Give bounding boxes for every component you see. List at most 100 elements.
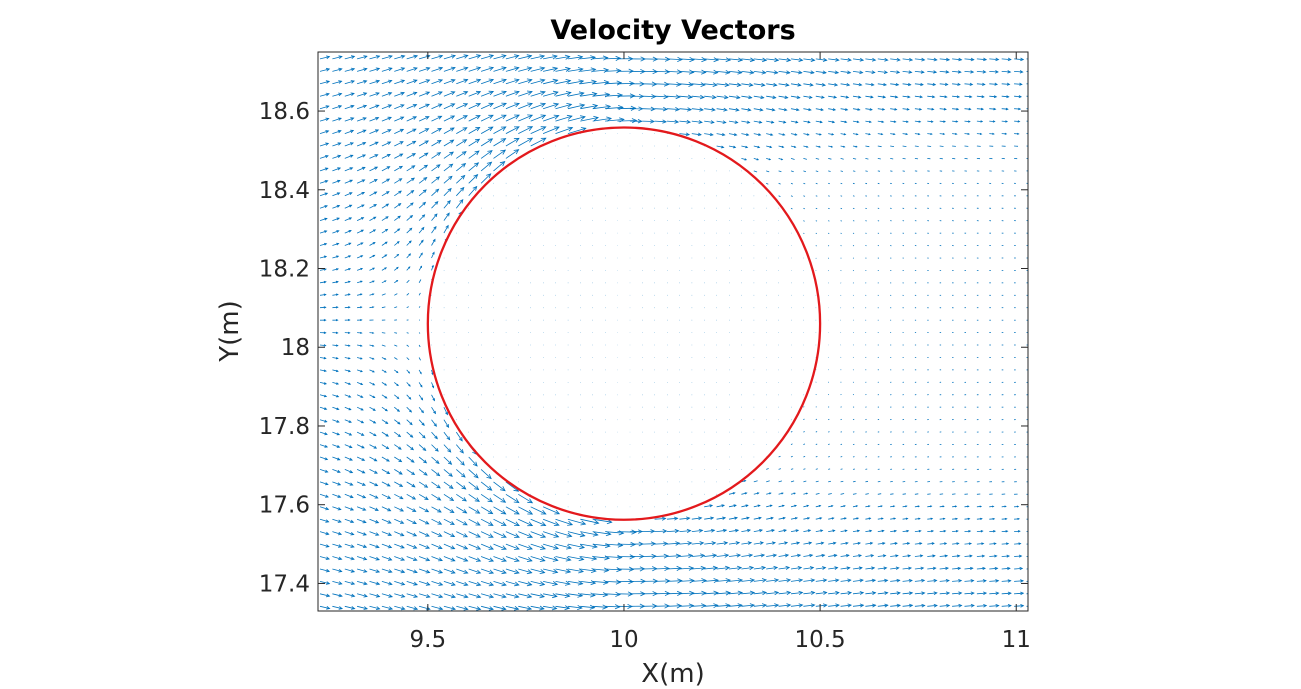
velocity-vector xyxy=(319,406,327,410)
velocity-vector xyxy=(989,543,996,545)
vector-arrowhead xyxy=(373,191,378,195)
vector-arrowhead xyxy=(362,507,367,511)
velocity-vector xyxy=(877,481,881,483)
vector-arrowhead xyxy=(475,545,482,550)
vector-arrowhead xyxy=(579,103,586,109)
velocity-vector xyxy=(344,154,353,159)
velocity-vector xyxy=(456,543,468,550)
vector-arrowhead xyxy=(757,145,761,149)
vector-arrowhead xyxy=(1006,95,1010,99)
vector-arrowhead xyxy=(782,133,786,136)
vector-arrowhead xyxy=(425,67,431,71)
velocity-vector xyxy=(431,128,442,134)
velocity-vector xyxy=(431,581,443,586)
vector-arrowhead xyxy=(744,492,748,495)
vector-arrowhead xyxy=(907,95,911,99)
velocity-vector xyxy=(518,67,532,72)
velocity-vector xyxy=(530,126,546,134)
vector-arrowhead xyxy=(725,603,731,608)
velocity-vector xyxy=(815,245,817,247)
vector-arrowhead xyxy=(476,78,482,83)
velocity-vector xyxy=(877,579,888,582)
velocity-vector xyxy=(989,71,999,73)
velocity-vector xyxy=(753,480,758,483)
vector-arrowhead xyxy=(713,69,719,75)
velocity-vector xyxy=(766,108,775,111)
velocity-vector xyxy=(927,567,936,570)
vector-arrowhead xyxy=(822,57,828,62)
velocity-vector xyxy=(406,581,418,586)
velocity-vector xyxy=(852,530,860,532)
vector-arrowhead xyxy=(616,80,623,86)
vector-arrowhead xyxy=(459,198,464,204)
velocity-vector xyxy=(406,394,411,400)
velocity-vector xyxy=(481,605,494,610)
vector-arrowhead xyxy=(449,127,455,132)
vector-arrowhead xyxy=(616,554,623,560)
vector-arrowhead xyxy=(349,457,353,461)
velocity-vector xyxy=(803,95,812,98)
vector-arrowhead xyxy=(774,578,780,583)
vector-arrowhead xyxy=(942,505,945,508)
velocity-vector xyxy=(443,543,455,550)
velocity-vector xyxy=(406,190,414,197)
vector-arrowhead xyxy=(539,66,546,72)
vector-arrowhead xyxy=(337,154,342,158)
vector-arrowhead xyxy=(374,495,379,499)
vector-arrowhead xyxy=(895,566,900,570)
velocity-vector xyxy=(406,556,417,561)
velocity-vector xyxy=(443,444,451,453)
vector-arrowhead xyxy=(526,593,533,599)
velocity-vector xyxy=(431,556,443,561)
vector-arrowhead xyxy=(761,565,767,571)
velocity-vector xyxy=(1001,580,1011,582)
velocity-vector xyxy=(728,554,741,557)
vector-arrowhead xyxy=(833,95,838,99)
velocity-vector xyxy=(840,592,852,595)
velocity-vector xyxy=(456,531,468,538)
velocity-vector xyxy=(394,394,399,399)
vector-arrowhead xyxy=(425,545,431,549)
vector-arrowhead xyxy=(629,93,636,99)
vector-arrowhead xyxy=(387,544,393,549)
vector-arrowhead xyxy=(400,116,405,121)
vector-arrowhead xyxy=(384,267,388,270)
velocity-vector xyxy=(406,531,417,537)
vector-arrowhead xyxy=(564,592,571,598)
vector-arrowhead xyxy=(674,528,680,534)
velocity-vector xyxy=(790,207,793,210)
vector-arrowhead xyxy=(846,566,851,570)
vector-arrowhead xyxy=(883,82,888,87)
vector-arrowhead xyxy=(475,557,482,562)
velocity-vector xyxy=(815,592,827,595)
vector-arrowhead xyxy=(895,82,900,87)
velocity-vector xyxy=(332,56,342,60)
vector-arrowhead xyxy=(869,541,874,545)
velocity-vector xyxy=(394,406,400,412)
velocity-vector xyxy=(369,593,380,597)
vector-arrowhead xyxy=(323,331,327,334)
vector-arrowhead xyxy=(757,504,761,508)
vector-arrowhead xyxy=(387,532,393,536)
velocity-vector xyxy=(828,71,839,74)
velocity-vector xyxy=(555,556,571,561)
velocity-vector xyxy=(592,93,610,97)
velocity-vector xyxy=(679,542,692,545)
vector-arrowhead xyxy=(384,280,387,283)
velocity-vector xyxy=(877,58,888,61)
velocity-vector xyxy=(877,158,881,160)
vector-arrowhead xyxy=(433,410,436,415)
velocity-vector xyxy=(443,493,454,501)
velocity-vector xyxy=(852,120,859,123)
vector-arrowhead xyxy=(350,67,356,72)
velocity-vector xyxy=(815,83,826,86)
velocity-vector xyxy=(840,170,844,172)
velocity-vector xyxy=(666,58,682,60)
velocity-vector xyxy=(480,581,494,586)
vector-arrowhead xyxy=(461,163,467,168)
vector-arrowhead xyxy=(933,578,938,583)
vector-arrowhead xyxy=(336,192,341,196)
vector-arrowhead xyxy=(553,521,560,526)
vector-arrowhead xyxy=(783,108,788,112)
velocity-vector xyxy=(381,518,392,524)
